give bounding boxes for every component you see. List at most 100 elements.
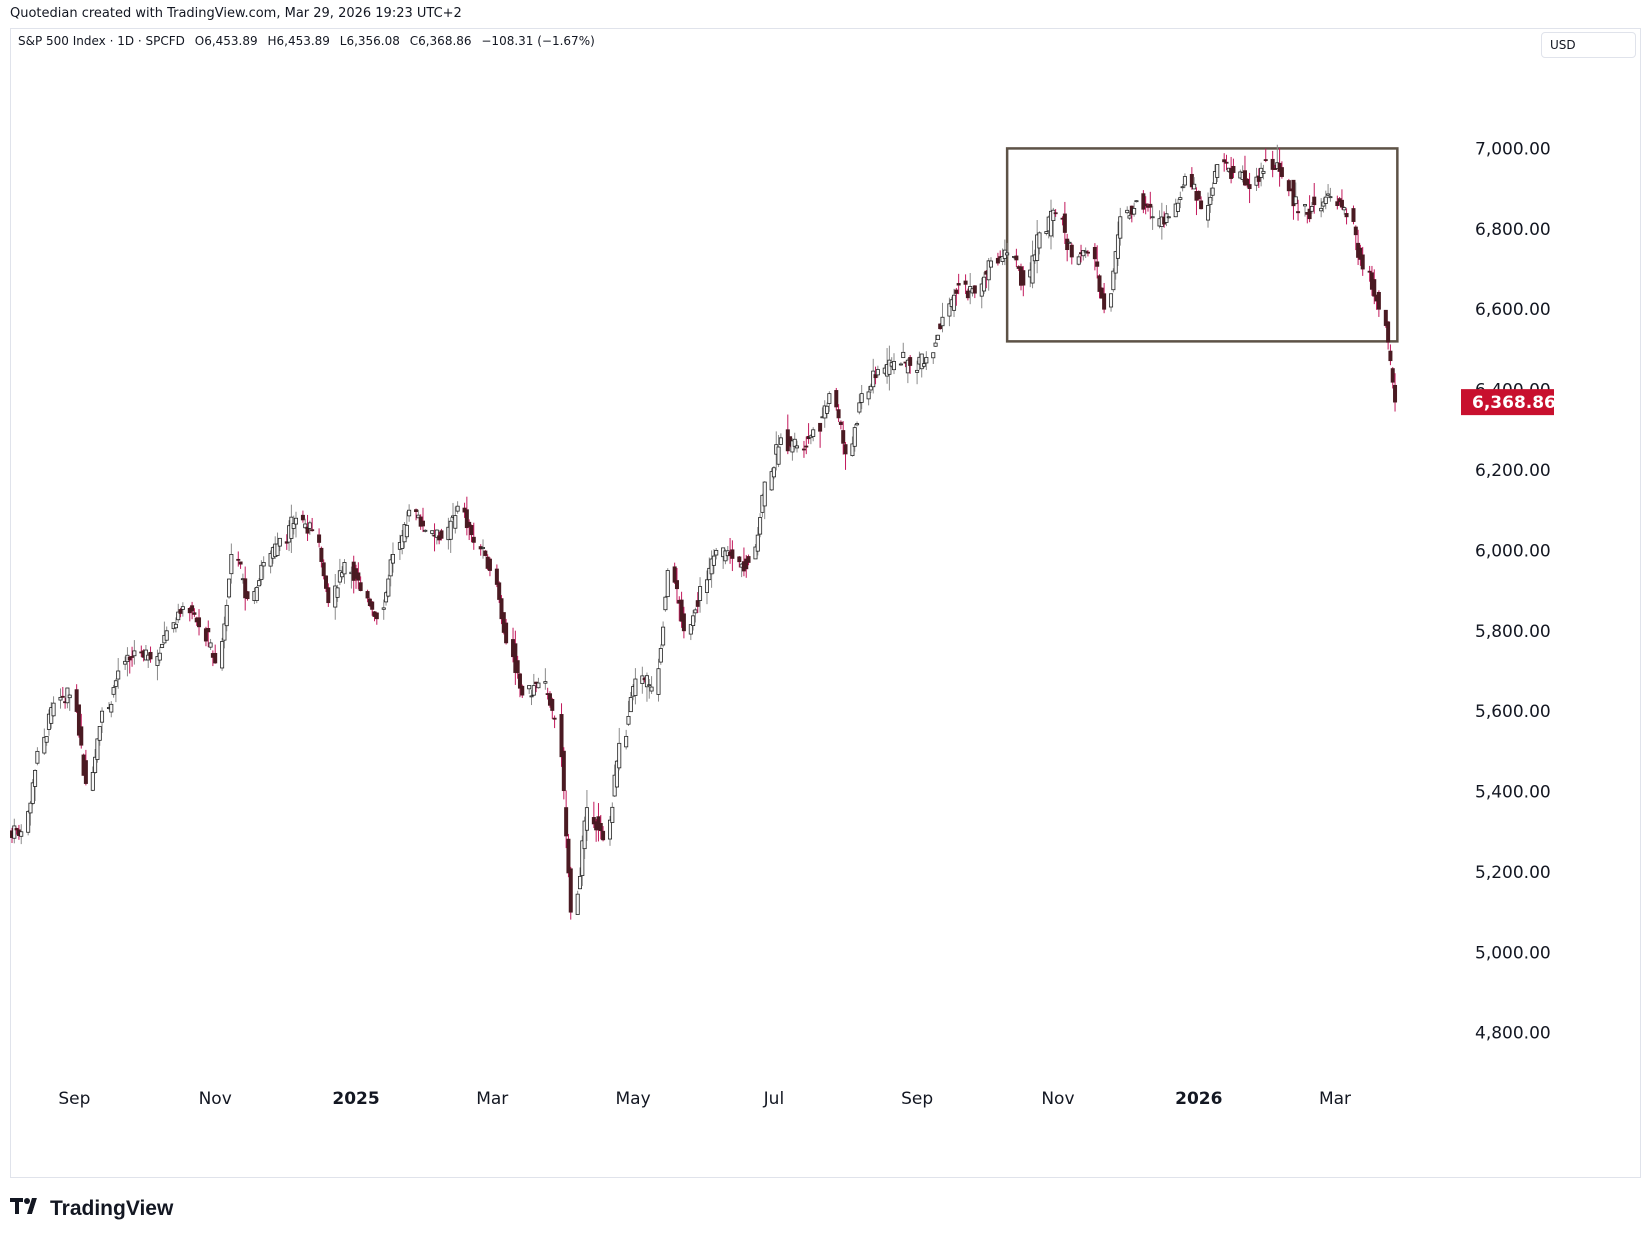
- candle-body: [956, 283, 961, 286]
- candle-body: [1312, 196, 1317, 206]
- candle-body: [160, 643, 165, 648]
- candle-body: [497, 582, 502, 600]
- candle-body: [688, 624, 693, 635]
- x-tick-label: Nov: [1041, 1089, 1074, 1109]
- candle-body: [737, 556, 742, 563]
- candle-body: [76, 704, 81, 736]
- candle-body: [1309, 206, 1314, 212]
- candle-body: [499, 598, 504, 620]
- candle-body: [1097, 275, 1102, 292]
- candle-body: [1360, 254, 1365, 270]
- candle-body: [818, 422, 823, 432]
- candle-body: [566, 838, 571, 874]
- candle-body: [892, 361, 897, 371]
- candle-body: [504, 622, 509, 644]
- candle-body: [1044, 231, 1049, 234]
- candle-body: [935, 334, 940, 341]
- candle-body: [324, 575, 329, 589]
- candle-body: [60, 695, 65, 698]
- candle-body: [582, 820, 587, 850]
- candle-body: [1176, 202, 1181, 212]
- candle-body: [206, 627, 211, 633]
- tradingview-logo-icon: [10, 1196, 44, 1222]
- candle-body: [1321, 201, 1326, 207]
- currency-button[interactable]: USD: [1541, 32, 1636, 58]
- candle-body: [197, 617, 202, 628]
- y-tick-label: 6,800.00: [1475, 220, 1551, 240]
- candle-body: [33, 769, 38, 787]
- candle-body: [580, 840, 585, 877]
- candle-body: [74, 689, 79, 712]
- candle-body: [908, 357, 913, 366]
- candle-body: [277, 537, 282, 547]
- candle-body: [58, 696, 63, 701]
- candle-body: [1326, 193, 1331, 196]
- candle-body: [1143, 203, 1148, 207]
- candle-body: [868, 385, 873, 391]
- candle-body: [494, 568, 499, 585]
- candle-body: [887, 359, 892, 375]
- candle-body: [222, 623, 227, 641]
- candle-body: [430, 530, 435, 534]
- candle-body: [1342, 207, 1347, 211]
- candle-body: [714, 549, 719, 556]
- candle-body: [1319, 207, 1324, 212]
- candle-body: [1323, 196, 1328, 204]
- candle-body: [423, 529, 428, 532]
- candle-body: [1099, 287, 1104, 299]
- candle-body: [1393, 384, 1398, 403]
- candle-body: [238, 561, 243, 565]
- candle-body: [776, 446, 781, 465]
- candle-body: [469, 525, 474, 536]
- candle-body: [1111, 270, 1116, 291]
- candle-body: [665, 570, 670, 598]
- candle-body: [1014, 255, 1019, 261]
- candle-body: [649, 686, 654, 692]
- tradingview-logo[interactable]: TradingView: [10, 1196, 173, 1222]
- candle-body: [591, 817, 596, 825]
- candle-body: [1109, 293, 1114, 308]
- candle-body: [176, 611, 181, 621]
- candle-body: [647, 684, 652, 687]
- candle-body: [487, 558, 492, 571]
- last-price-badge: [1461, 389, 1554, 416]
- candle-body: [127, 656, 132, 661]
- candle-body: [972, 285, 977, 294]
- candle-body: [275, 543, 280, 556]
- candle-body: [321, 562, 326, 577]
- candle-body: [93, 756, 98, 773]
- candle-body: [1245, 178, 1250, 186]
- candle-body: [938, 323, 943, 330]
- candle-body: [173, 623, 178, 629]
- candle-body: [513, 643, 518, 673]
- candle-body: [67, 694, 72, 699]
- candle-body: [111, 687, 116, 695]
- candle-body: [753, 546, 758, 560]
- candle-body: [709, 558, 714, 575]
- candle-body: [464, 509, 469, 529]
- candle-body: [1166, 216, 1171, 219]
- candle-body: [875, 369, 880, 376]
- candle-body: [26, 811, 31, 833]
- candle-body: [584, 807, 589, 831]
- candle-body: [35, 750, 40, 764]
- x-tick-label: 2025: [332, 1089, 379, 1109]
- candle-body: [792, 438, 797, 447]
- candle-body: [1196, 190, 1201, 200]
- candle-body: [924, 357, 929, 364]
- candle-body: [988, 260, 993, 268]
- candle-body: [305, 526, 310, 534]
- candle-body: [811, 429, 816, 437]
- candle-body: [758, 517, 763, 535]
- candle-body: [1051, 209, 1056, 221]
- candle-body: [374, 612, 379, 620]
- candle-body: [1021, 270, 1026, 286]
- candle-body: [155, 656, 160, 666]
- candle-body: [1113, 251, 1118, 274]
- x-tick-label: Jul: [763, 1089, 785, 1109]
- candle-body: [1118, 216, 1123, 239]
- candle-body: [1351, 208, 1356, 222]
- candle-body: [381, 607, 386, 610]
- candle-body: [559, 714, 564, 758]
